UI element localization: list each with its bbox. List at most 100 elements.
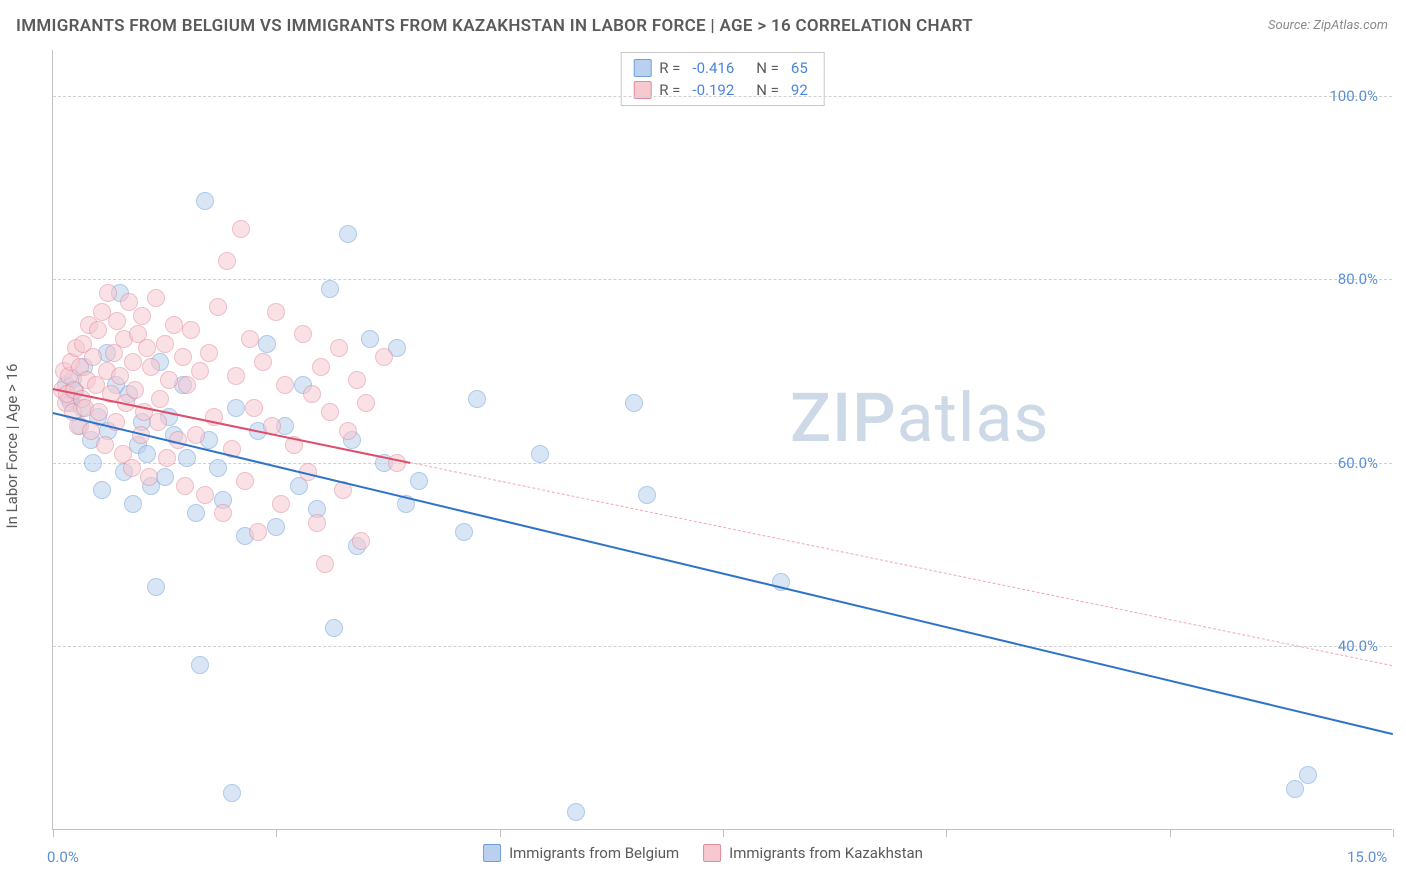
data-point-belgium [191, 656, 209, 674]
x-tick [500, 829, 501, 837]
data-point-kazakhstan [254, 353, 272, 371]
data-point-belgium [567, 803, 585, 821]
y-tick-label: 40.0% [1338, 637, 1378, 655]
data-point-belgium [267, 518, 285, 536]
legend-label: Immigrants from Kazakhstan [729, 844, 923, 862]
data-point-kazakhstan [111, 367, 129, 385]
data-point-kazakhstan [232, 220, 250, 238]
data-point-kazakhstan [151, 390, 169, 408]
data-point-kazakhstan [182, 321, 200, 339]
data-point-kazakhstan [303, 385, 321, 403]
data-point-belgium [227, 399, 245, 417]
x-tick [276, 829, 277, 837]
data-point-kazakhstan [214, 504, 232, 522]
data-point-kazakhstan [375, 348, 393, 366]
data-point-kazakhstan [156, 335, 174, 353]
data-point-kazakhstan [174, 348, 192, 366]
data-point-kazakhstan [165, 316, 183, 334]
data-point-kazakhstan [176, 477, 194, 495]
data-point-belgium [531, 445, 549, 463]
data-point-kazakhstan [149, 413, 167, 431]
data-point-kazakhstan [294, 325, 312, 343]
data-point-kazakhstan [133, 307, 151, 325]
data-point-kazakhstan [245, 399, 263, 417]
data-point-kazakhstan [140, 468, 158, 486]
data-point-kazakhstan [108, 312, 126, 330]
legend-row-kazakhstan: R =-0.192N =92 [633, 79, 812, 101]
gridline [53, 463, 1392, 464]
data-point-kazakhstan [142, 358, 160, 376]
data-point-kazakhstan [160, 371, 178, 389]
regression-line [53, 412, 1393, 735]
data-point-kazakhstan [191, 362, 209, 380]
chart-title: IMMIGRANTS FROM BELGIUM VS IMMIGRANTS FR… [16, 16, 973, 36]
data-point-belgium [638, 486, 656, 504]
data-point-kazakhstan [196, 486, 214, 504]
data-point-belgium [147, 578, 165, 596]
legend-swatch [633, 59, 651, 77]
legend-swatch [703, 844, 721, 862]
data-point-belgium [124, 495, 142, 513]
data-point-kazakhstan [218, 252, 236, 270]
legend-label: Immigrants from Belgium [509, 844, 679, 862]
data-point-kazakhstan [200, 344, 218, 362]
x-tick [723, 829, 724, 837]
data-point-belgium [209, 459, 227, 477]
data-point-belgium [84, 454, 102, 472]
gridline [53, 279, 1392, 280]
data-point-belgium [455, 523, 473, 541]
y-axis-label: In Labor Force | Age > 16 [3, 364, 21, 529]
data-point-kazakhstan [96, 436, 114, 454]
data-point-kazakhstan [276, 376, 294, 394]
data-point-belgium [187, 504, 205, 522]
x-tick-label: 15.0% [1347, 848, 1387, 866]
legend-n-label: N = [756, 59, 779, 77]
data-point-belgium [138, 445, 156, 463]
watermark-atlas: atlas [897, 378, 1050, 458]
data-point-kazakhstan [312, 358, 330, 376]
data-point-kazakhstan [236, 472, 254, 490]
data-point-kazakhstan [178, 376, 196, 394]
data-point-kazakhstan [339, 422, 357, 440]
watermark: ZIPatlas [790, 378, 1050, 458]
data-point-belgium [361, 330, 379, 348]
series-legend: Immigrants from Belgium Immigrants from K… [483, 844, 923, 862]
data-point-belgium [178, 449, 196, 467]
data-point-belgium [223, 784, 241, 802]
data-point-kazakhstan [158, 449, 176, 467]
data-point-kazakhstan [123, 459, 141, 477]
x-tick-label: 0.0% [47, 848, 79, 866]
watermark-zip: ZIP [790, 378, 897, 458]
data-point-belgium [196, 192, 214, 210]
data-point-kazakhstan [249, 523, 267, 541]
data-point-belgium [1299, 766, 1317, 784]
data-point-kazakhstan [147, 289, 165, 307]
data-point-belgium [339, 225, 357, 243]
data-point-belgium [325, 619, 343, 637]
data-point-belgium [468, 390, 486, 408]
data-point-kazakhstan [99, 284, 117, 302]
data-point-belgium [258, 335, 276, 353]
legend-r-label: R = [659, 59, 680, 77]
data-point-kazakhstan [308, 514, 326, 532]
y-tick-label: 60.0% [1338, 454, 1378, 472]
data-point-kazakhstan [124, 353, 142, 371]
legend-item-belgium: Immigrants from Belgium [483, 844, 679, 862]
data-point-belgium [625, 394, 643, 412]
data-point-kazakhstan [126, 381, 144, 399]
correlation-legend: R = -0.416 N = 65 R =-0.192N =92 [620, 52, 825, 106]
legend-swatch [483, 844, 501, 862]
legend-n-value: 65 [791, 59, 808, 77]
data-point-kazakhstan [316, 555, 334, 573]
data-point-kazakhstan [267, 303, 285, 321]
source-attribution: Source: ZipAtlas.com [1268, 18, 1388, 33]
x-tick [1170, 829, 1171, 837]
data-point-belgium [93, 481, 111, 499]
data-point-kazakhstan [138, 339, 156, 357]
data-point-kazakhstan [227, 367, 245, 385]
data-point-kazakhstan [89, 321, 107, 339]
data-point-kazakhstan [187, 426, 205, 444]
x-tick [53, 829, 54, 837]
data-point-kazakhstan [241, 330, 259, 348]
legend-r-value: -0.416 [692, 59, 734, 77]
